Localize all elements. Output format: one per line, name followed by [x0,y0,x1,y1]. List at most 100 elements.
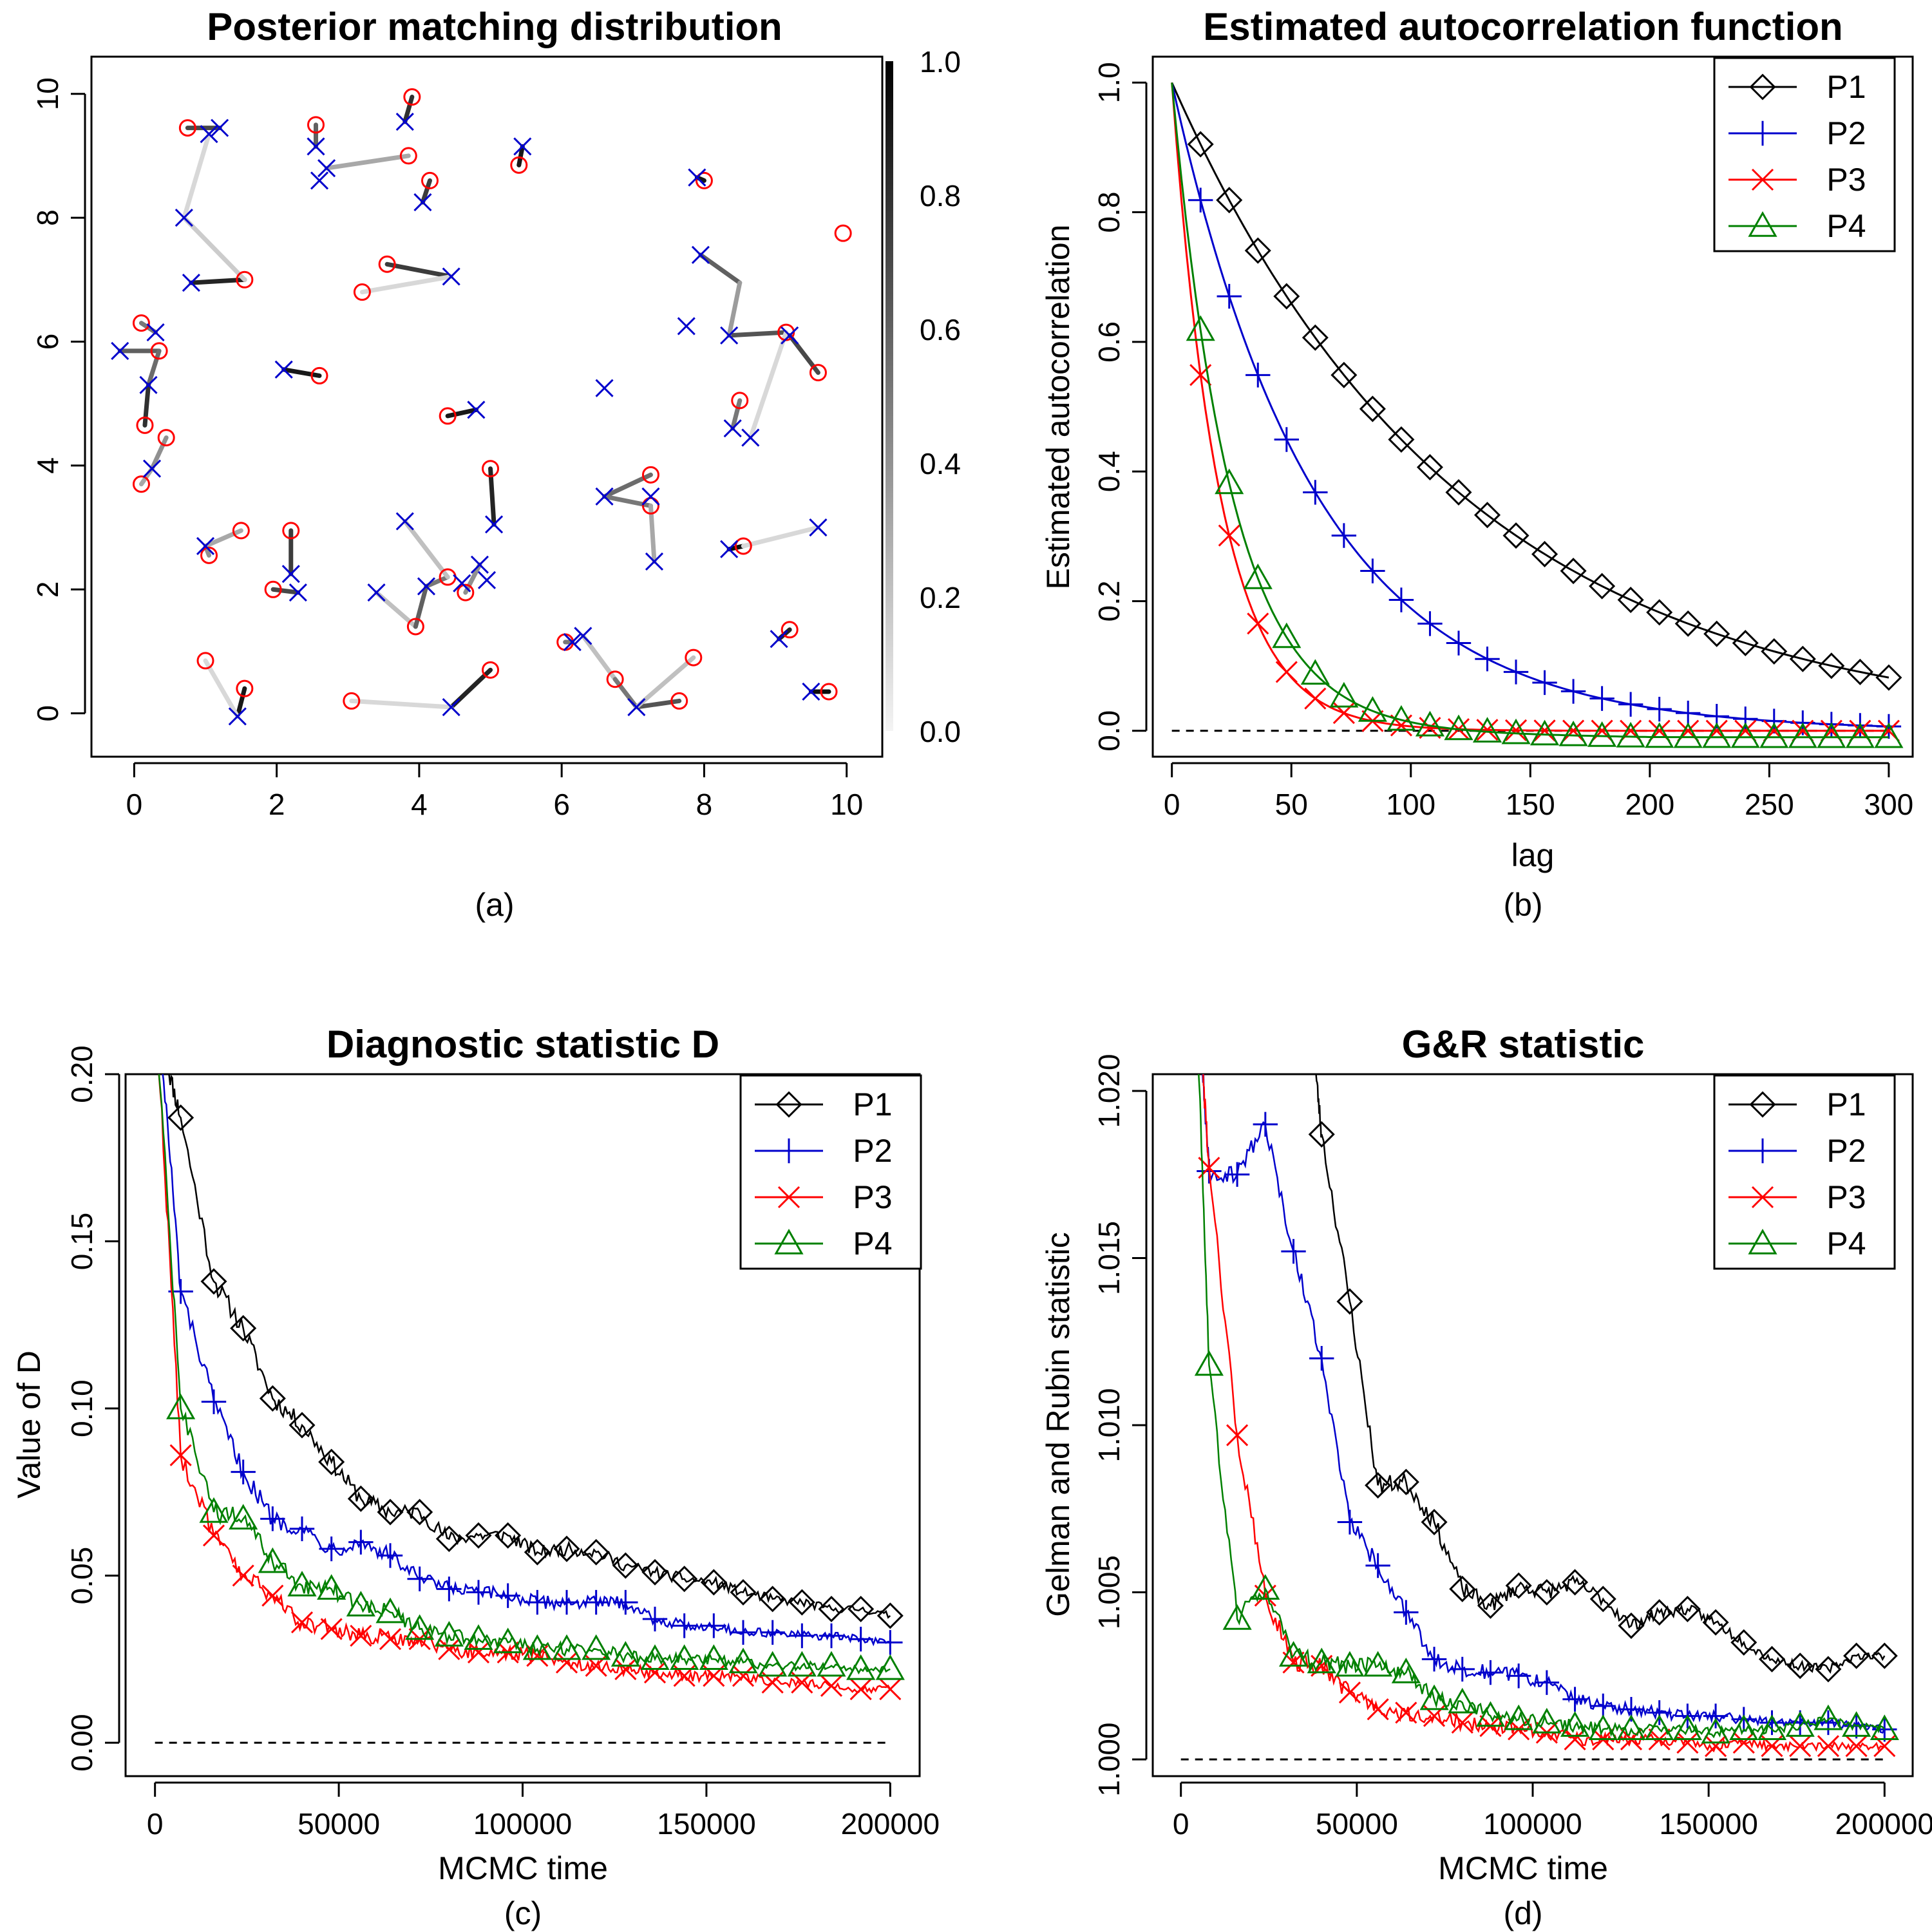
cross-point [196,536,215,555]
data-marker-p2 [1733,706,1758,732]
circle-point [132,475,150,493]
cross-point [645,552,664,571]
data-marker-p4 [582,1634,611,1660]
panel-d-x-label: MCMC time [1438,1850,1608,1886]
data-marker-p3 [320,1618,343,1640]
data-marker-p1 [1589,573,1616,600]
circle-point [403,88,421,106]
data-marker-p3 [1845,1735,1868,1757]
data-marker-p1 [553,1535,580,1562]
x-tick-label: 10 [830,788,863,821]
colorbar-tick-label: 0.2 [920,581,961,614]
legend-label-p3: P3 [1826,1179,1866,1215]
data-marker-p2 [1281,1238,1306,1264]
panel-d-x-axis: 0 50000 100000 150000 200000 [1173,1781,1932,1841]
panel-b-x-label: lag [1511,837,1555,873]
y-tick-label: 0.00 [65,1714,99,1772]
data-marker-p4 [552,1634,582,1660]
cross-point [274,360,293,379]
circle-point [809,364,827,382]
panel-a-y-axis: 0 2 4 6 8 10 [31,77,86,722]
x-tick-label: 200000 [841,1807,940,1841]
data-marker-p2 [260,1506,285,1531]
legend-box [1713,57,1896,252]
data-marker-p4 [166,1394,196,1419]
x-tick-label: 0 [126,788,143,821]
y-tick-label: 1.010 [1092,1388,1126,1462]
circle-point [310,366,328,384]
panel-d-legend: P1 P2 P3 P4 [1713,1074,1896,1270]
matching-link [349,698,454,710]
circle-point [136,416,154,434]
data-marker-p4 [229,1504,258,1530]
circle-point [157,429,175,447]
matching-link [580,633,618,682]
data-marker-p4 [258,1547,287,1573]
data-marker-p1 [1336,1288,1363,1315]
circle-point [695,171,713,189]
y-tick-label: 0.8 [1092,192,1126,233]
data-marker-p1 [200,1268,227,1295]
data-marker-p1 [583,1539,610,1566]
data-marker-p4 [1729,1714,1759,1741]
legend-label-p2: P2 [853,1133,892,1169]
data-marker-p3 [555,1651,578,1674]
cross-point [367,583,386,602]
data-marker-p3 [169,1444,192,1466]
matching-link [182,131,212,220]
data-marker-p4 [611,1641,640,1667]
data-marker-p4 [758,1651,788,1677]
data-marker-p1 [671,1566,698,1593]
circle-point [200,546,218,564]
data-marker-p1 [167,1104,194,1131]
y-tick-label: 1.000 [1092,1722,1126,1796]
series-line-p1 [1314,1074,1886,1674]
data-marker-p4 [1673,722,1703,748]
data-marker-p3 [350,1624,372,1647]
cross-point [723,419,742,438]
data-marker-p4 [1532,1707,1562,1734]
circle-point [399,147,417,165]
legend-marker-p1 [1749,1091,1776,1118]
matching-link [384,261,454,279]
x-tick-label: 0 [1173,1807,1189,1841]
data-marker-p1 [1875,664,1902,691]
cross-point [211,118,229,137]
matching-link [726,330,789,338]
data-marker-p4 [1335,1651,1365,1677]
matching-link [748,330,789,440]
data-marker-p4 [1587,721,1617,747]
data-marker-p3 [1562,719,1585,742]
data-marker-p4 [1194,1350,1224,1376]
cross-point [307,137,325,156]
circle-point [406,618,424,636]
data-marker-p1 [1618,1612,1645,1639]
data-marker-p4 [1307,1647,1336,1674]
y-tick-label: 0 [31,705,64,722]
data-marker-p1 [1416,454,1443,481]
data-marker-p1 [759,1586,786,1613]
cross-point [413,193,432,212]
cross-point [720,326,739,345]
cross-point [741,428,760,447]
data-marker-p3 [1533,719,1556,742]
data-marker-p4 [1222,1604,1252,1630]
data-marker-p1 [1815,1656,1842,1683]
data-marker-p4 [1842,1711,1871,1737]
data-marker-p3 [1338,1681,1361,1704]
series-line-p4 [1171,82,1889,739]
circle-point [353,283,371,301]
data-marker-p1 [1216,187,1243,214]
data-marker-p1 [406,1499,433,1526]
data-marker-p1 [230,1314,257,1341]
circle-point [734,537,752,555]
colorbar-tick-label: 1.0 [920,45,961,79]
x-tick-label: 50000 [1316,1807,1398,1841]
circle-point [421,171,439,189]
data-marker-p2 [1417,611,1443,636]
cross-point [175,209,193,227]
x-tick-label: 200000 [1835,1807,1932,1841]
data-marker-p3 [202,1524,225,1547]
data-marker-p3 [1247,612,1269,635]
